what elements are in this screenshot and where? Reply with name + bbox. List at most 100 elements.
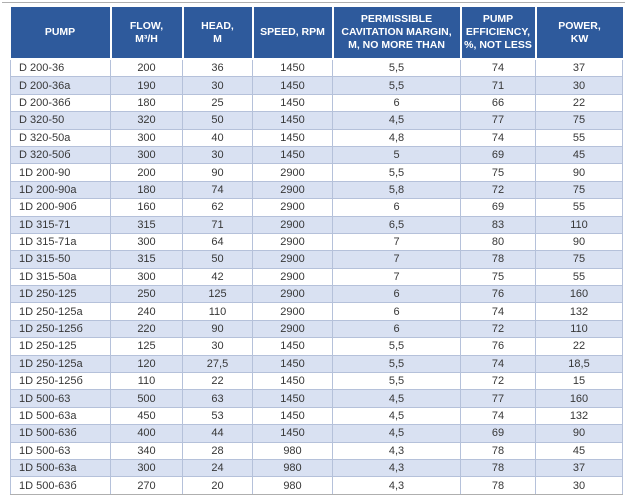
value-cell: 125	[182, 285, 253, 304]
value-cell: 5,5	[332, 163, 461, 182]
column-header-flow: FLOW, M³/H	[109, 7, 183, 60]
value-cell: 74	[460, 406, 536, 426]
value-cell: 72	[460, 372, 536, 391]
value-cell: 300	[110, 145, 183, 165]
value-cell: 320	[110, 111, 183, 130]
value-cell: 75	[535, 250, 623, 269]
value-cell: 66	[460, 93, 536, 113]
value-cell: 44	[182, 424, 253, 443]
value-cell: 74	[460, 354, 536, 374]
table-row: 1D 250-125a 240 110 2900 6 74 132	[10, 302, 623, 321]
table-row: 1D 315-50a 300 42 2900 7 75 55	[10, 267, 623, 287]
table-row: 1D 500-63a 300 24 980 4,3 78 37	[10, 458, 623, 478]
pump-model-cell: 1D 315-50	[10, 250, 111, 269]
pump-specs-table: PUMP FLOW, M³/H HEAD, M SPEED, RPM PERMI…	[10, 7, 623, 495]
value-cell: 1450	[252, 76, 333, 95]
table-row: D 200-36б 180 25 1450 6 66 22	[10, 93, 623, 113]
pump-model-cell: 1D 200-90	[10, 163, 111, 182]
column-header-head: HEAD, M	[181, 7, 253, 60]
table-row: D 320-50 320 50 1450 4,5 77 75	[10, 111, 623, 130]
value-cell: 5	[332, 145, 461, 165]
value-cell: 64	[182, 232, 253, 252]
value-cell: 37	[535, 458, 623, 478]
pump-model-cell: 1D 315-50a	[10, 267, 111, 287]
value-cell: 27,5	[182, 354, 253, 374]
pump-model-cell: D 320-50	[10, 111, 111, 130]
table-row: 1D 315-71a 300 64 2900 7 80 90	[10, 232, 623, 252]
value-cell: 270	[110, 476, 183, 495]
value-cell: 2900	[252, 198, 333, 217]
table-row: 1D 315-50 315 50 2900 7 78 75	[10, 250, 623, 269]
value-cell: 4,3	[332, 458, 461, 478]
value-cell: 71	[460, 76, 536, 95]
value-cell: 1450	[252, 372, 333, 391]
value-cell: 55	[535, 198, 623, 217]
value-cell: 40	[182, 128, 253, 147]
table-row: 1D 250-125 250 125 2900 6 76 160	[10, 285, 623, 304]
value-cell: 315	[110, 250, 183, 269]
value-cell: 30	[182, 145, 253, 165]
value-cell: 53	[182, 406, 253, 426]
pump-model-cell: 1D 250-125a	[10, 302, 111, 321]
table-row: 1D 200-90a 180 74 2900 5,8 72 75	[10, 180, 623, 200]
value-cell: 4,3	[332, 441, 461, 460]
value-cell: 83	[460, 215, 536, 234]
value-cell: 74	[182, 180, 253, 200]
value-cell: 2900	[252, 163, 333, 182]
value-cell: 74	[460, 128, 536, 147]
value-cell: 7	[332, 250, 461, 269]
pump-model-cell: D 200-36б	[10, 93, 111, 113]
table-row: 1D 315-71 315 71 2900 6,5 83 110	[10, 215, 623, 234]
value-cell: 4,5	[332, 424, 461, 443]
value-cell: 6	[332, 319, 461, 339]
value-cell: 77	[460, 111, 536, 130]
table-row: 1D 200-90 200 90 2900 5,5 75 90	[10, 163, 623, 182]
value-cell: 132	[535, 302, 623, 321]
value-cell: 71	[182, 215, 253, 234]
value-cell: 2900	[252, 319, 333, 339]
value-cell: 74	[460, 302, 536, 321]
value-cell: 20	[182, 476, 253, 495]
pump-model-cell: 1D 500-63a	[10, 458, 111, 478]
value-cell: 50	[182, 250, 253, 269]
value-cell: 90	[535, 232, 623, 252]
value-cell: 2900	[252, 250, 333, 269]
value-cell: 7	[332, 232, 461, 252]
value-cell: 200	[110, 163, 183, 182]
value-cell: 1450	[252, 389, 333, 408]
value-cell: 78	[460, 250, 536, 269]
value-cell: 1450	[252, 424, 333, 443]
value-cell: 400	[110, 424, 183, 443]
value-cell: 1450	[252, 337, 333, 356]
value-cell: 300	[110, 458, 183, 478]
table-row: 1D 200-90б 160 62 2900 6 69 55	[10, 198, 623, 217]
value-cell: 1450	[252, 145, 333, 165]
value-cell: 55	[535, 128, 623, 147]
value-cell: 4,3	[332, 476, 461, 495]
value-cell: 72	[460, 180, 536, 200]
value-cell: 6	[332, 302, 461, 321]
value-cell: 5,5	[332, 337, 461, 356]
value-cell: 45	[535, 145, 623, 165]
value-cell: 30	[182, 337, 253, 356]
value-cell: 30	[182, 76, 253, 95]
value-cell: 2900	[252, 302, 333, 321]
value-cell: 78	[460, 476, 536, 495]
value-cell: 1450	[252, 93, 333, 113]
value-cell: 90	[182, 319, 253, 339]
pump-model-cell: 1D 250-125б	[10, 319, 111, 339]
value-cell: 125	[110, 337, 183, 356]
value-cell: 180	[110, 93, 183, 113]
value-cell: 250	[110, 285, 183, 304]
value-cell: 190	[110, 76, 183, 95]
value-cell: 75	[535, 180, 623, 200]
value-cell: 5,5	[332, 354, 461, 374]
value-cell: 5,8	[332, 180, 461, 200]
value-cell: 220	[110, 319, 183, 339]
pump-model-cell: 1D 250-125	[10, 337, 111, 356]
value-cell: 2900	[252, 215, 333, 234]
value-cell: 76	[460, 285, 536, 304]
pump-model-cell: D 200-36a	[10, 76, 111, 95]
pump-model-cell: 1D 500-63	[10, 389, 111, 408]
